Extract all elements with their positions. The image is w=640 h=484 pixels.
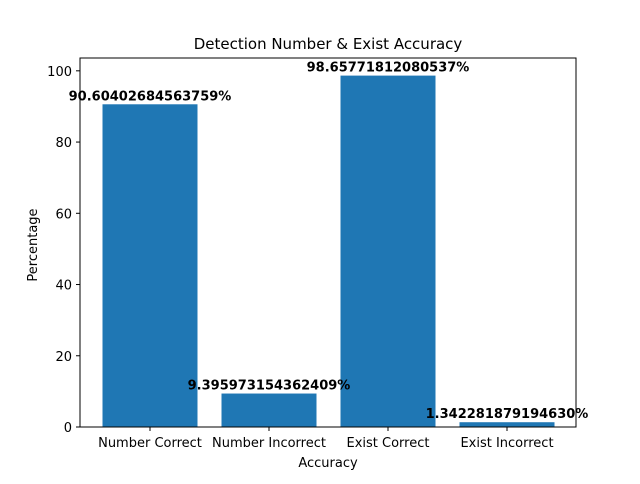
data-labels: 90.60402684563759% 9.395973154362409% 98.6… bbox=[69, 61, 589, 423]
y-tick-label: 0 bbox=[64, 421, 72, 436]
bars-layer bbox=[102, 75, 555, 427]
x-axis: Number Correct Number Incorrect Exist Corr… bbox=[98, 427, 554, 451]
bar bbox=[459, 422, 555, 427]
x-tick-label: Exist Correct bbox=[347, 436, 430, 451]
y-tick-label: 20 bbox=[55, 350, 72, 365]
x-tick-label: Number Incorrect bbox=[212, 436, 326, 451]
x-tick-label: Exist Incorrect bbox=[460, 436, 553, 451]
y-axis-label: Percentage bbox=[26, 208, 41, 281]
y-tick-label: 100 bbox=[47, 65, 72, 80]
chart-title: Detection Number & Exist Accuracy bbox=[194, 35, 463, 53]
bar bbox=[102, 104, 198, 427]
y-tick-label: 80 bbox=[55, 136, 72, 151]
x-axis-label: Accuracy bbox=[298, 456, 358, 471]
data-label: 98.65771812080537% bbox=[307, 61, 470, 76]
y-axis: 0 20 40 60 80 100 bbox=[47, 65, 80, 436]
data-label: 90.60402684563759% bbox=[69, 89, 232, 104]
data-label: 9.395973154362409% bbox=[188, 379, 351, 394]
data-label: 1.342281879194630% bbox=[426, 407, 589, 422]
x-tick-label: Number Correct bbox=[98, 436, 202, 451]
y-tick-label: 60 bbox=[55, 207, 72, 222]
bar bbox=[340, 75, 436, 427]
bar bbox=[221, 393, 317, 427]
plot-frame bbox=[79, 57, 577, 428]
y-tick-label: 40 bbox=[55, 279, 72, 294]
